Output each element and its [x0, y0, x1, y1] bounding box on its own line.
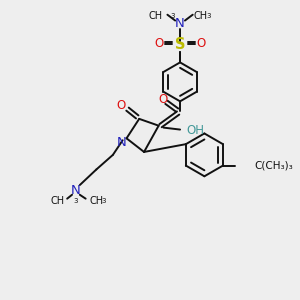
Text: 3: 3: [101, 197, 106, 203]
Text: N: N: [175, 17, 185, 30]
Text: 3: 3: [170, 13, 175, 19]
Text: S: S: [175, 38, 185, 52]
Text: O: O: [116, 99, 125, 112]
Text: 3: 3: [73, 197, 77, 203]
Text: 3: 3: [206, 13, 211, 19]
Text: N: N: [117, 136, 127, 149]
Text: CH: CH: [148, 11, 163, 21]
Text: CH: CH: [50, 196, 64, 206]
Text: N: N: [71, 184, 81, 197]
Text: O: O: [158, 93, 167, 106]
Text: C(CH₃)₃: C(CH₃)₃: [254, 160, 293, 171]
Text: O: O: [154, 38, 163, 50]
Text: CH: CH: [89, 196, 104, 206]
Text: O: O: [197, 38, 206, 50]
Text: OH: OH: [186, 124, 204, 137]
Text: CH: CH: [194, 11, 208, 21]
